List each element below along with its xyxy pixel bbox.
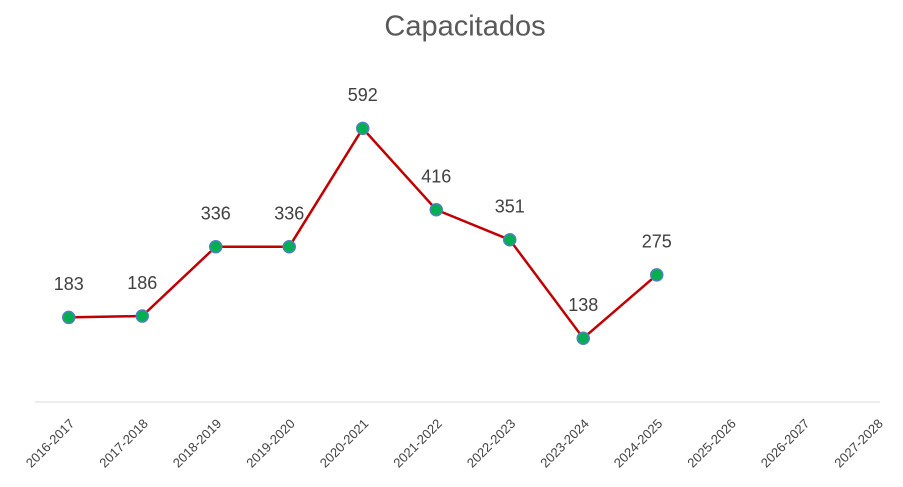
data-point xyxy=(503,233,517,247)
x-tick-label: 2024-2025 xyxy=(611,416,666,471)
x-tick-label: 2022-2023 xyxy=(464,416,519,471)
data-point xyxy=(356,121,370,136)
data-label: 275 xyxy=(642,232,672,252)
x-tick-label: 2021-2022 xyxy=(390,416,445,471)
data-point xyxy=(429,202,443,217)
x-tick-label: 2026-2027 xyxy=(758,416,813,471)
data-label: 186 xyxy=(127,273,157,293)
x-tick-label: 2020-2021 xyxy=(317,416,372,471)
x-tick-label: 2016-2017 xyxy=(23,416,78,471)
data-point xyxy=(209,239,223,254)
data-label: 592 xyxy=(348,85,378,105)
x-tick-label: 2017-2018 xyxy=(96,416,151,471)
data-point xyxy=(576,331,590,345)
x-tick-label: 2025-2026 xyxy=(684,416,739,471)
data-label: 138 xyxy=(568,295,598,315)
x-tick-label: 2019-2020 xyxy=(243,416,298,471)
data-label: 183 xyxy=(54,274,84,294)
data-point xyxy=(282,239,296,254)
data-point xyxy=(62,310,76,325)
chart-title: Capacitados xyxy=(384,11,545,43)
data-label: 351 xyxy=(495,197,525,217)
x-tick-label: 2018-2019 xyxy=(170,416,225,471)
data-label: 336 xyxy=(274,203,304,223)
data-point xyxy=(135,309,149,323)
x-tick-label: 2027-2028 xyxy=(831,416,886,471)
data-label: 416 xyxy=(421,166,451,186)
data-point xyxy=(650,268,664,282)
data-label: 336 xyxy=(201,203,231,223)
x-tick-label: 2023-2024 xyxy=(537,416,592,471)
